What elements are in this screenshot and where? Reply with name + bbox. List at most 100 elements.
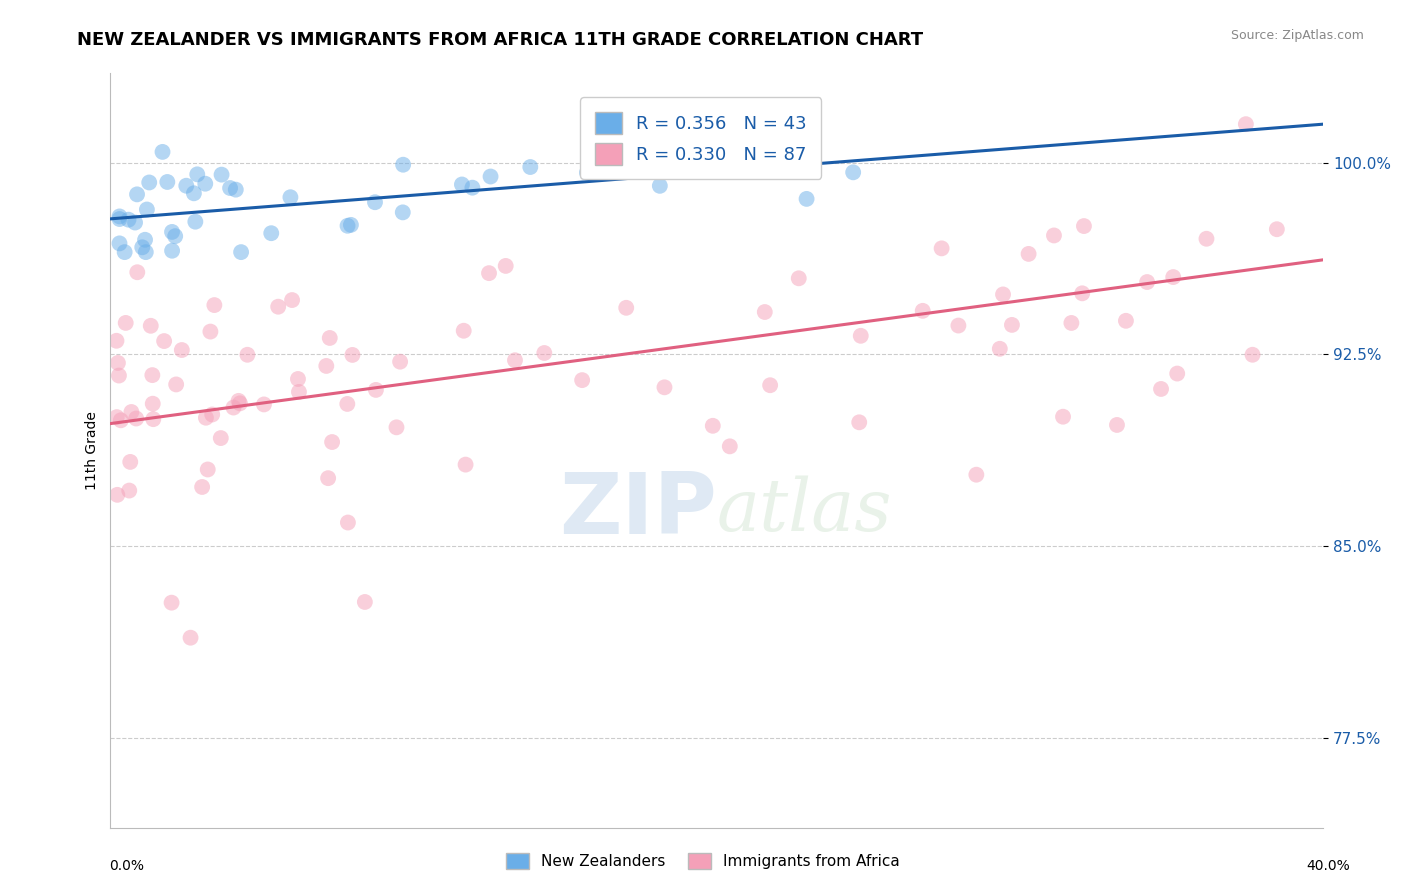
Point [186,167,208,181]
Point [1150,382,1173,396]
Point [1241,348,1264,362]
Point [654,380,676,394]
Point [267,300,290,314]
Text: NEW ZEALANDER VS IMMIGRANTS FROM AFRICA 11TH GRADE CORRELATION CHART: NEW ZEALANDER VS IMMIGRANTS FROM AFRICA … [77,31,924,49]
Point [152,145,174,159]
Legend: R = 0.356   N = 43, R = 0.330   N = 87: R = 0.356 N = 43, R = 0.330 N = 87 [581,97,821,179]
Point [614,301,637,315]
Point [165,377,187,392]
Text: 0.0%: 0.0% [110,859,143,872]
Point [911,303,934,318]
Point [965,467,987,482]
Point [176,178,198,193]
Point [461,180,484,194]
Point [1071,286,1094,301]
Point [336,516,359,530]
Point [287,372,309,386]
Point [160,225,183,239]
Legend: New Zealanders, Immigrants from Africa: New Zealanders, Immigrants from Africa [499,847,907,875]
Point [139,318,162,333]
Point [229,396,252,410]
Point [718,439,741,453]
Point [191,480,214,494]
Text: 40.0%: 40.0% [1306,859,1351,872]
Point [194,177,217,191]
Point [153,334,176,348]
Point [211,168,233,182]
Point [364,195,387,210]
Point [385,420,408,434]
Point [184,215,207,229]
Point [110,413,132,427]
Point [156,175,179,189]
Point [648,178,671,193]
Point [165,229,187,244]
Point [519,160,541,174]
Point [134,233,156,247]
Point [183,186,205,201]
Point [1052,409,1074,424]
Point [197,462,219,476]
Point [637,123,659,137]
Point [280,190,302,204]
Point [849,328,872,343]
Point [1166,367,1188,381]
Point [108,212,131,227]
Point [848,415,870,429]
Point [336,219,359,233]
Point [340,218,363,232]
Point [315,359,337,373]
Point [138,176,160,190]
Point [180,631,202,645]
Point [1195,232,1218,246]
Point [503,353,526,368]
Point [194,410,217,425]
Point [141,368,163,383]
Point [842,165,865,179]
Point [1073,219,1095,233]
Point [108,210,131,224]
Point [105,334,128,348]
Point [114,245,136,260]
Point [114,316,136,330]
Point [336,397,359,411]
Point [160,596,183,610]
Point [201,408,224,422]
Point [391,205,413,219]
Point [209,431,232,445]
Point [389,354,412,368]
Point [354,595,377,609]
Point [108,236,131,251]
Point [160,244,183,258]
Point [1018,247,1040,261]
Point [135,202,157,217]
Point [127,265,149,279]
Point [479,169,502,184]
Text: Source: ZipAtlas.com: Source: ZipAtlas.com [1230,29,1364,42]
Point [105,410,128,425]
Y-axis label: 11th Grade: 11th Grade [86,411,100,490]
Point [131,240,153,254]
Point [105,488,128,502]
Point [120,405,142,419]
Point [125,187,148,202]
Point [533,346,555,360]
Point [1161,270,1184,285]
Point [575,166,598,180]
Point [1043,228,1066,243]
Point [225,183,247,197]
Point [1115,314,1137,328]
Point [202,298,225,312]
Point [364,383,387,397]
Point [392,158,415,172]
Point [1060,316,1083,330]
Point [931,241,953,255]
Text: atlas: atlas [717,475,893,546]
Point [571,373,593,387]
Point [108,368,131,383]
Point [142,412,165,426]
Point [288,384,311,399]
Point [702,418,724,433]
Point [451,178,474,192]
Point [948,318,970,333]
